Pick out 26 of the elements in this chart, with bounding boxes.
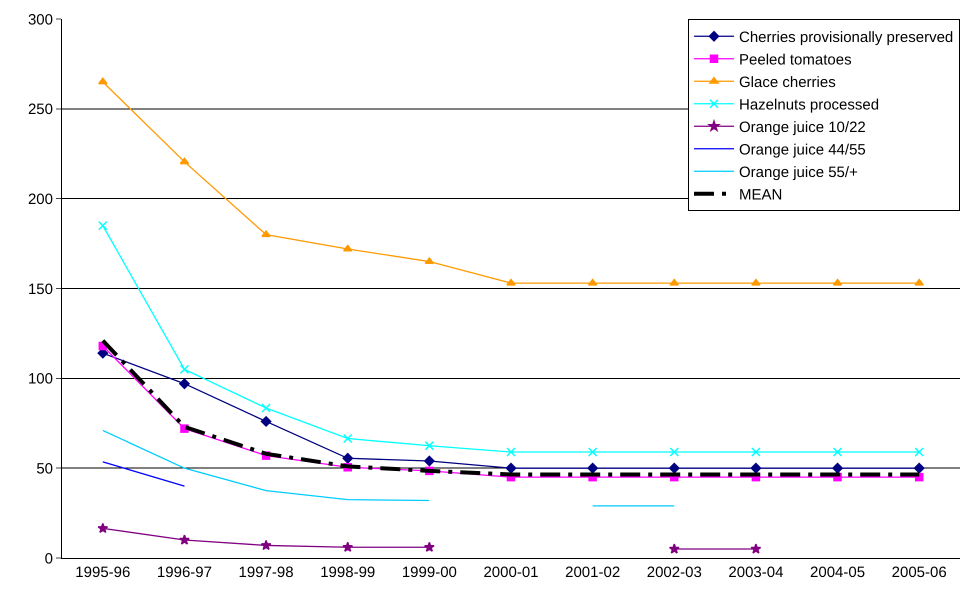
legend-label: Glace cherries: [739, 74, 836, 92]
legend-label: Orange juice 55/+: [739, 164, 858, 182]
y-tick-label: 50: [36, 460, 53, 478]
legend-label: Cherries provisionally preserved: [739, 29, 954, 46]
x-tick-label: 1996-97: [156, 564, 212, 581]
x-tick-label: 1998-99: [320, 564, 376, 581]
x-tick-label: 1995-96: [75, 564, 130, 581]
legend-label: Peeled tomatoes: [739, 52, 852, 69]
y-tick-label: 100: [28, 370, 53, 388]
legend-label: Hazelnuts processed: [739, 96, 880, 114]
x-tick-label: 2005-06: [892, 564, 947, 581]
legend-label: Orange juice 44/55: [739, 142, 866, 159]
x-tick-label: 2002-03: [646, 564, 702, 581]
y-tick-label: 200: [28, 190, 53, 208]
y-tick-label: 300: [28, 11, 53, 28]
x-tick-label: 2000-01: [483, 564, 539, 581]
y-tick-label: 150: [28, 280, 53, 298]
legend-label: MEAN: [739, 186, 782, 204]
legend-label: Orange juice 10/22: [739, 119, 866, 136]
y-tick-label: 0: [44, 550, 53, 568]
x-tick-label: 1999-00: [402, 564, 457, 581]
x-tick-label: 2003-04: [728, 564, 784, 581]
x-tick-label: 2001-02: [565, 564, 620, 581]
x-tick-label: 2004-05: [810, 564, 866, 581]
y-tick-label: 250: [28, 101, 53, 118]
x-tick-label: 1997-98: [238, 564, 294, 581]
